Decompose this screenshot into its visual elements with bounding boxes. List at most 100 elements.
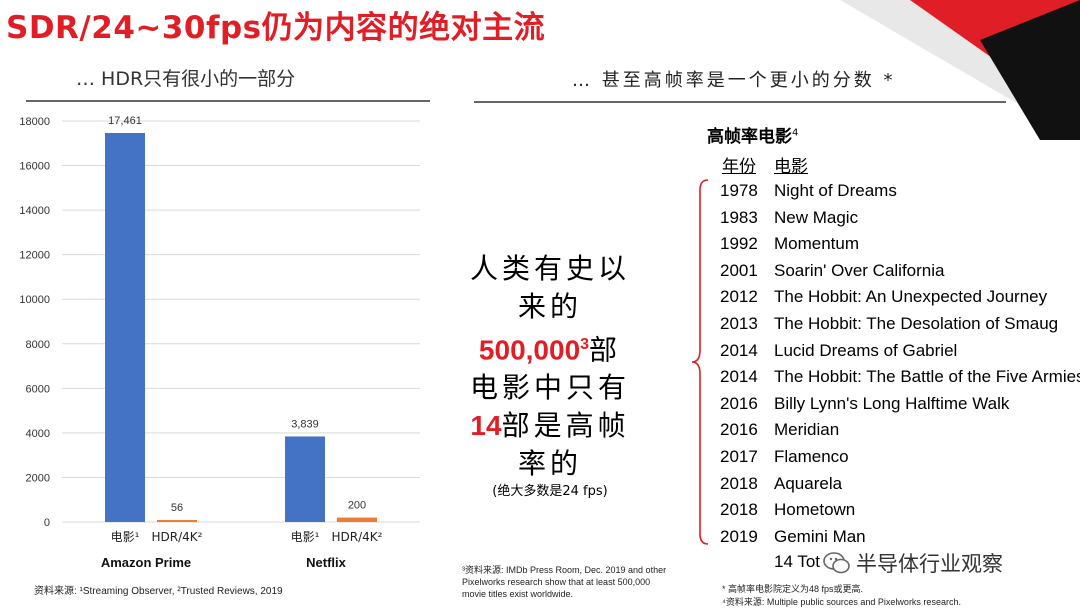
film-year: 2019	[720, 526, 758, 546]
right-subtitle: … 甚至高帧率是一个更小的分数 *	[572, 70, 896, 91]
middle-source-note: ³资料来源: IMDb Press Room, Dec. 2019 and ot…	[462, 565, 667, 599]
category-label: HDR/4K²	[332, 530, 383, 544]
statement-line-6: 率的	[517, 447, 582, 481]
y-tick-label: 6000	[26, 383, 50, 395]
film-year: 1978	[720, 181, 758, 200]
film-year: 2012	[720, 287, 758, 307]
group-label: Amazon Prime	[101, 555, 191, 570]
y-tick-label: 4000	[26, 428, 50, 440]
y-tick-label: 12000	[19, 250, 50, 262]
y-tick-label: 8000	[26, 339, 50, 351]
group-label: Netflix	[306, 555, 347, 570]
data-label: 3,839	[291, 418, 319, 430]
hfr-count-number: 14	[470, 410, 502, 442]
film-name: Aquarela	[774, 473, 843, 493]
right-source-note: ⁴资料来源: Multiple public sources and Pixel…	[722, 597, 961, 607]
film-name: Billy Lynn's Long Halftime Walk	[774, 393, 1010, 413]
y-tick-label: 2000	[26, 472, 50, 484]
data-label: 200	[348, 500, 366, 512]
y-tick-label: 14000	[19, 205, 50, 217]
film-row: 2014 Lucid Dreams of Gabriel	[720, 338, 1080, 365]
film-row: 1992 Momentum	[720, 231, 1080, 258]
film-year: 2017	[720, 446, 758, 466]
film-year: 2014	[720, 367, 758, 387]
slide-title: SDR/24~30fps仍为内容的绝对主流	[6, 10, 546, 46]
film-row: 2013 The Hobbit: The Desolation of Smaug	[720, 311, 1080, 338]
hfr-film-list: 1978 Night of Dreams 1983 New Magic 1992 Mome…	[720, 178, 1080, 550]
film-row: 1983 New Magic	[720, 205, 1080, 232]
film-year: 2014	[720, 340, 758, 360]
chart-group-labels: Amazon Prime Netflix	[101, 555, 347, 570]
category-label: 电影¹	[291, 530, 320, 544]
film-name: Hometown	[774, 500, 856, 520]
hfr-title-text: 高帧率电影	[707, 127, 792, 147]
left-brace	[691, 179, 709, 545]
film-name: The Hobbit: The Desolation of Smaug	[774, 313, 1059, 333]
film-name: The Hobbit: The Battle of the Five Armie…	[774, 367, 1080, 387]
category-label: HDR/4K²	[152, 530, 203, 544]
corner-decoration	[840, 0, 1080, 140]
film-year: 2001	[720, 260, 758, 280]
statement-line-1: 人类有史以	[470, 252, 631, 285]
column-header-year: 年份	[722, 157, 756, 177]
watermark-text: 半导体行业观察	[856, 552, 1003, 576]
bar	[157, 520, 197, 522]
film-year: 2013	[720, 313, 758, 333]
hfr-definition-note: * 高帧率电影院定义为48 fps或更高.	[722, 584, 864, 594]
hfr-title-footnote: 4	[792, 127, 799, 139]
statement-line-5: 14部是高帧	[470, 407, 630, 445]
statement-line-4: 电影中只有	[470, 371, 631, 405]
watermark: 半导体行业观察	[822, 546, 1009, 580]
film-row: 2016 Billy Lynn's Long Halftime Walk	[720, 391, 1080, 418]
data-label: 56	[171, 502, 183, 514]
y-tick-label: 0	[44, 517, 50, 529]
film-name: Meridian	[774, 420, 840, 440]
hfr-list-title: 高帧率电影4	[707, 122, 798, 147]
film-row: 2019 Gemini Man	[720, 524, 1080, 551]
film-total: 14 Tot	[774, 552, 821, 571]
film-year: 2018	[720, 500, 758, 520]
statement-line-5-text: 部是高帧	[501, 409, 630, 443]
column-header-film: 电影	[774, 157, 808, 177]
chart-y-ticks: 0 2000 4000 6000 8000 10000 12000 14000 16000 180…	[19, 116, 50, 529]
left-source-note: 资料来源: ¹Streaming Observer, ²Trusted Revi…	[34, 586, 283, 597]
data-label: 17,461	[108, 115, 142, 127]
statement-line-2: 来的	[517, 290, 582, 323]
film-row: 1978 Night of Dreams	[720, 178, 1080, 205]
wechat-logo-icon	[823, 552, 850, 574]
fps-note: (绝大多数是24 fps)	[492, 484, 608, 499]
film-name: Soarin' Over California	[774, 260, 945, 280]
bar	[337, 517, 377, 522]
film-row: 2017 Flamenco	[720, 444, 1080, 471]
category-label: 电影¹	[111, 530, 140, 544]
y-tick-label: 10000	[19, 294, 50, 306]
chart-data-labels: 17,461 56 3,839 200	[108, 115, 366, 514]
film-row: 2016 Meridian	[720, 417, 1080, 444]
chart-category-labels: 电影¹ HDR/4K² 电影¹ HDR/4K²	[111, 530, 383, 544]
film-name: Night of Dreams	[774, 181, 897, 200]
bar	[105, 133, 145, 522]
film-row: 2001 Soarin' Over California	[720, 258, 1080, 285]
film-name: New Magic	[774, 207, 859, 227]
bar	[285, 436, 325, 522]
movie-total-number: 500,000	[478, 334, 581, 366]
film-row: 2012 The Hobbit: An Unexpected Journey	[720, 284, 1080, 311]
film-name: The Hobbit: An Unexpected Journey	[774, 287, 1048, 307]
film-row: 2014 The Hobbit: The Battle of the Five A…	[720, 364, 1080, 391]
film-year: 2018	[720, 473, 758, 493]
right-divider	[474, 101, 1006, 103]
chart-bars	[105, 133, 377, 522]
film-year: 1983	[720, 207, 758, 227]
film-name: Momentum	[774, 234, 860, 254]
film-row: 2018 Aquarela	[720, 471, 1080, 498]
film-name: Gemini Man	[774, 526, 866, 546]
film-year: 2016	[720, 393, 758, 413]
left-subtitle: … HDR只有很小的一部分	[76, 68, 296, 90]
film-year: 1992	[720, 234, 758, 254]
film-name: Flamenco	[774, 446, 849, 466]
film-row: 2018 Hometown	[720, 497, 1080, 524]
film-year: 2016	[720, 420, 758, 440]
left-divider	[26, 100, 430, 102]
y-tick-label: 16000	[19, 161, 50, 173]
y-tick-label: 18000	[19, 116, 50, 128]
